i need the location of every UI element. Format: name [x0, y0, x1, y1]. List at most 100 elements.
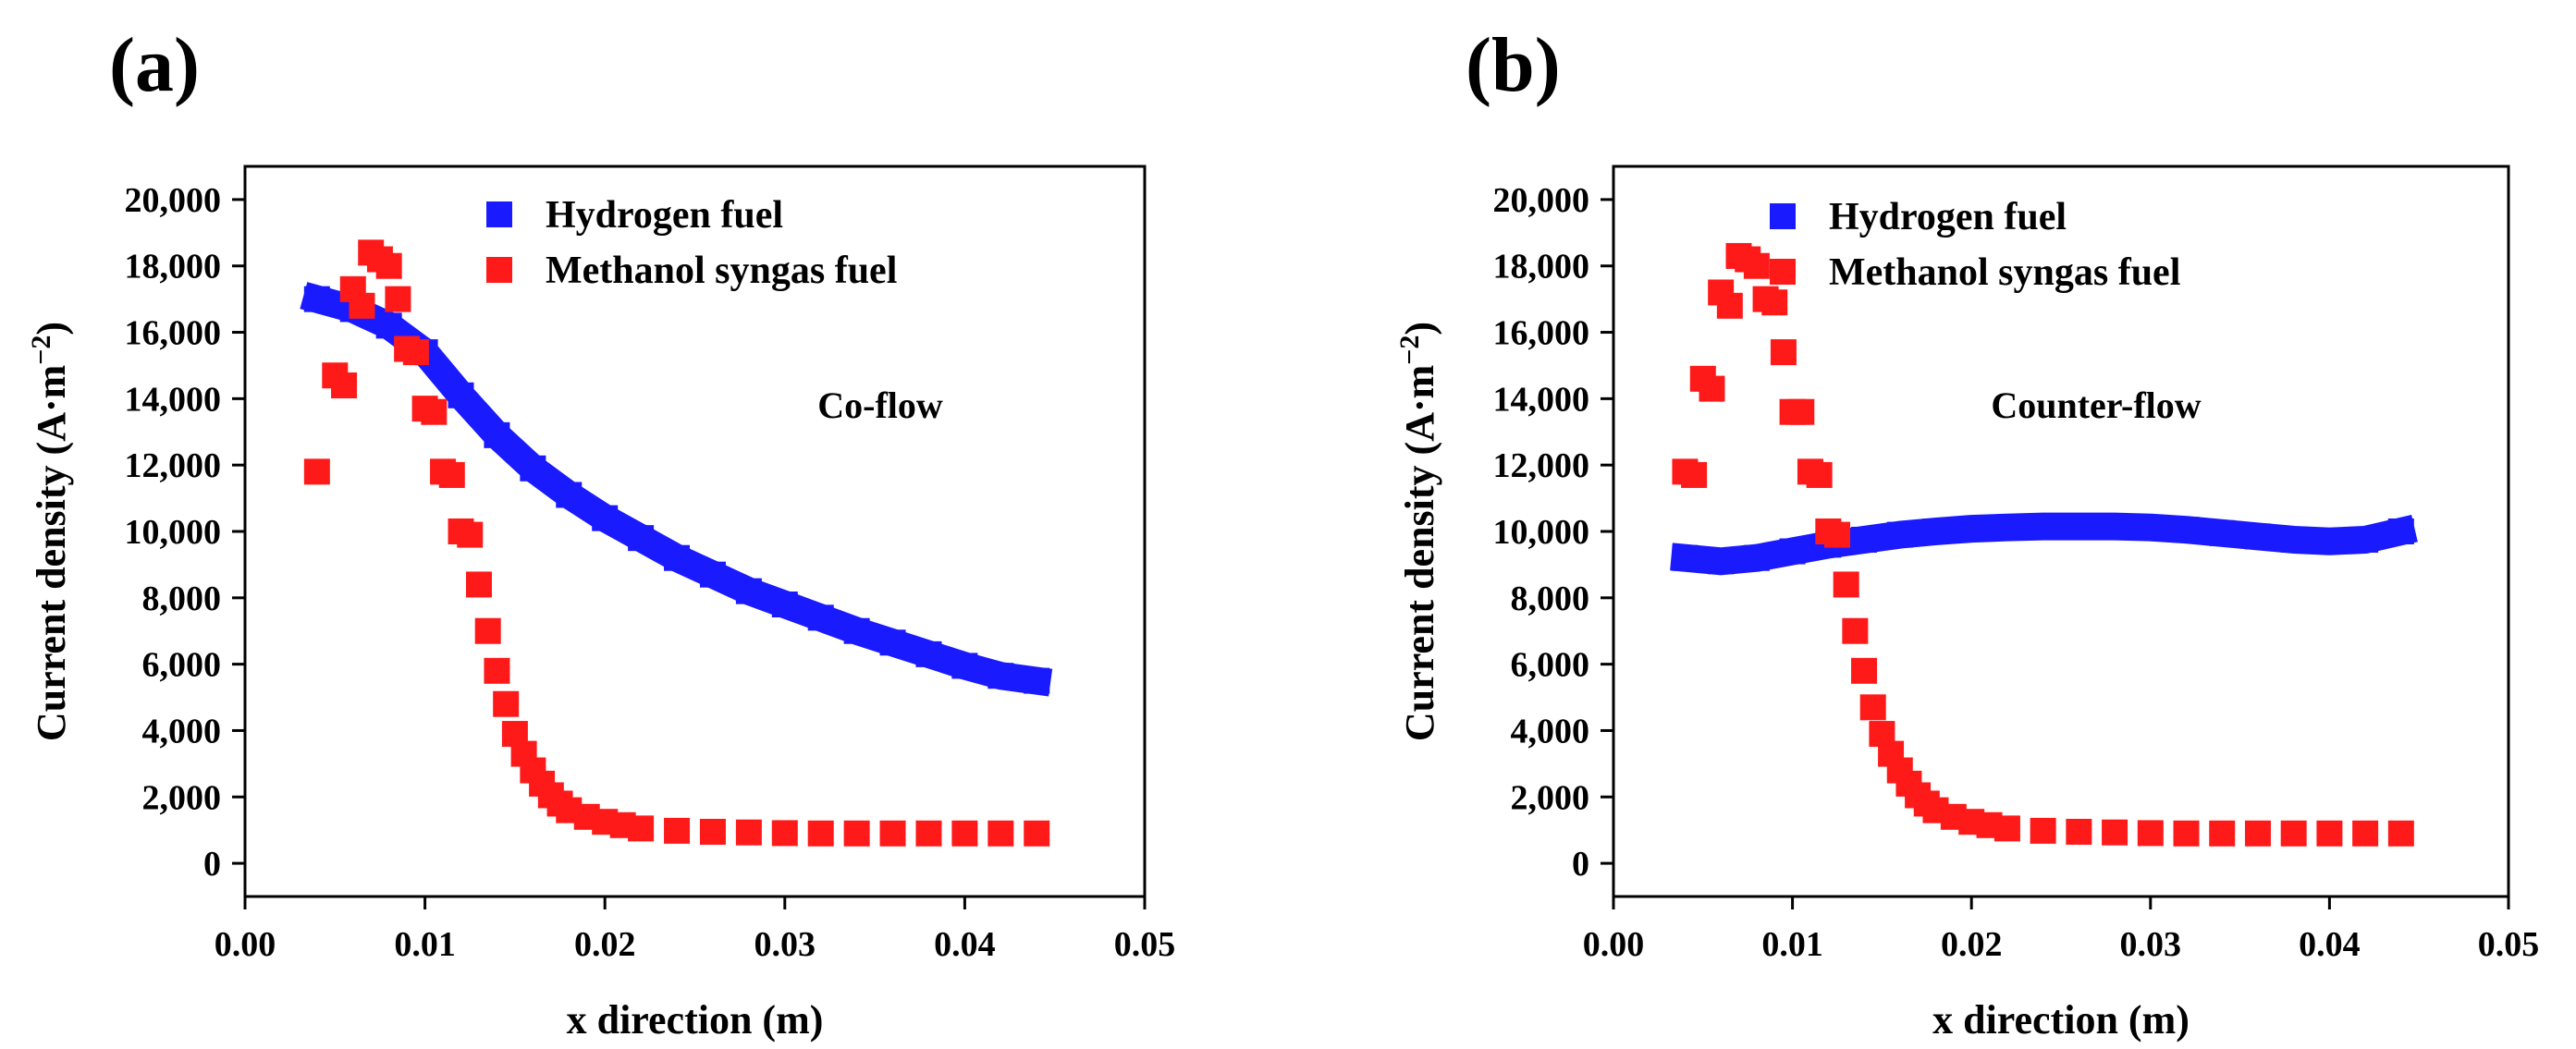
data-point	[2387, 820, 2414, 847]
data-point	[771, 592, 798, 617]
x-axis-title: x direction (m)	[1932, 997, 2190, 1043]
flow-annotation: Co-flow	[817, 384, 943, 426]
data-point	[331, 372, 358, 398]
data-point	[465, 571, 492, 598]
legend-label: Hydrogen fuel	[546, 194, 783, 237]
data-point	[1779, 538, 1806, 565]
data-point	[2066, 818, 2092, 845]
y-tick-label: 16,000	[125, 314, 222, 353]
y-tick-label: 14,000	[1493, 380, 1590, 419]
x-tick-label: 0.03	[2120, 925, 2182, 964]
y-tick-label: 14,000	[125, 380, 222, 419]
data-point	[1743, 252, 1770, 279]
y-tick-label: 18,000	[125, 248, 222, 287]
data-point	[1859, 694, 1886, 721]
y-tick-label: 6,000	[1511, 646, 1590, 685]
data-point	[385, 286, 411, 312]
data-point	[474, 617, 501, 644]
legend-marker	[486, 257, 512, 283]
legend-label: Hydrogen fuel	[1829, 196, 2067, 238]
data-point	[303, 458, 330, 485]
data-point	[2316, 528, 2343, 555]
data-point	[2352, 526, 2379, 553]
data-point	[592, 505, 619, 531]
data-point	[438, 461, 465, 488]
data-point	[2280, 526, 2307, 553]
data-point	[2352, 820, 2379, 847]
series-methanol	[303, 239, 1050, 847]
x-tick-label: 0.00	[1583, 925, 1645, 964]
data-point	[2102, 819, 2128, 846]
y-axis-title: Current density (A·m−2)	[26, 322, 74, 741]
data-point	[1024, 667, 1050, 694]
data-point	[2102, 513, 2128, 540]
y-tick-label: 12,000	[125, 446, 222, 485]
data-point	[2244, 523, 2271, 550]
y-tick-label: 20,000	[1493, 181, 1590, 220]
data-point	[2209, 519, 2236, 546]
y-tick-label: 6,000	[142, 646, 222, 685]
data-point	[1851, 657, 1878, 684]
data-point	[2209, 820, 2236, 847]
data-point	[1672, 544, 1699, 571]
y-tick-label: 4,000	[1511, 712, 1590, 750]
x-axis-title: x direction (m)	[567, 997, 824, 1043]
data-point	[1958, 516, 1985, 543]
x-tick-label: 0.01	[394, 925, 456, 964]
data-point	[2066, 513, 2092, 540]
x-tick-label: 0.02	[1941, 925, 2003, 964]
legend-label: Methanol syngas fuel	[1829, 251, 2180, 294]
y-tick-label: 10,000	[1493, 513, 1590, 552]
y-tick-label: 2,000	[1511, 778, 1590, 817]
data-point	[915, 820, 942, 847]
x-tick-label: 0.05	[2478, 925, 2540, 964]
legend-marker	[486, 201, 512, 227]
data-point	[664, 817, 691, 844]
data-point	[349, 292, 375, 319]
data-point	[375, 252, 402, 279]
data-point	[421, 398, 448, 425]
data-point	[807, 604, 834, 631]
data-point	[2316, 820, 2343, 847]
data-point	[1922, 518, 1949, 544]
panel-b: (b) 0.00 0.01 0.02 0.03 0.04 0.05 0 2,000 4,000 6…	[1288, 0, 2576, 1049]
data-point	[1788, 398, 1815, 425]
x-tick-label: 0.01	[1761, 925, 1823, 964]
y-tick-label: 0	[1572, 845, 1589, 884]
y-tick-label: 12,000	[1493, 446, 1590, 485]
x-tick-label: 0.02	[574, 925, 636, 964]
data-point	[951, 820, 978, 847]
data-point	[771, 820, 798, 847]
data-point	[807, 820, 834, 847]
data-point	[843, 617, 870, 644]
data-point	[484, 657, 510, 684]
x-tick-label: 0.04	[934, 925, 996, 964]
data-point	[1806, 461, 1833, 488]
data-point	[2387, 518, 2414, 544]
data-point	[1833, 571, 1859, 598]
legend-marker	[1770, 259, 1796, 285]
x-tick-label: 0.03	[754, 925, 816, 964]
chart-a: 0.00 0.01 0.02 0.03 0.04 0.05 0 2,000 4,000 6,000…	[26, 165, 1176, 1043]
x-tick-label: 0.04	[2299, 925, 2361, 964]
data-point	[1993, 815, 2020, 842]
data-point	[1851, 526, 1878, 553]
y-tick-label: 18,000	[1493, 248, 1590, 287]
y-tick-label: 8,000	[1511, 579, 1590, 618]
data-point	[1842, 617, 1869, 644]
data-point	[1699, 375, 1725, 402]
x-tick-label: 0.05	[1114, 925, 1176, 964]
data-point	[987, 820, 1014, 847]
data-point	[664, 544, 691, 571]
y-axis-title: Current density (A·m−2)	[1394, 322, 1442, 741]
data-point	[2137, 820, 2164, 847]
data-point	[556, 482, 583, 508]
data-point	[843, 820, 870, 847]
data-point	[879, 629, 906, 656]
data-point	[915, 640, 942, 667]
series-hydrogen	[1670, 512, 2418, 576]
data-point	[628, 525, 655, 552]
data-point	[402, 339, 429, 366]
data-point	[628, 815, 655, 842]
data-point	[1743, 544, 1770, 571]
